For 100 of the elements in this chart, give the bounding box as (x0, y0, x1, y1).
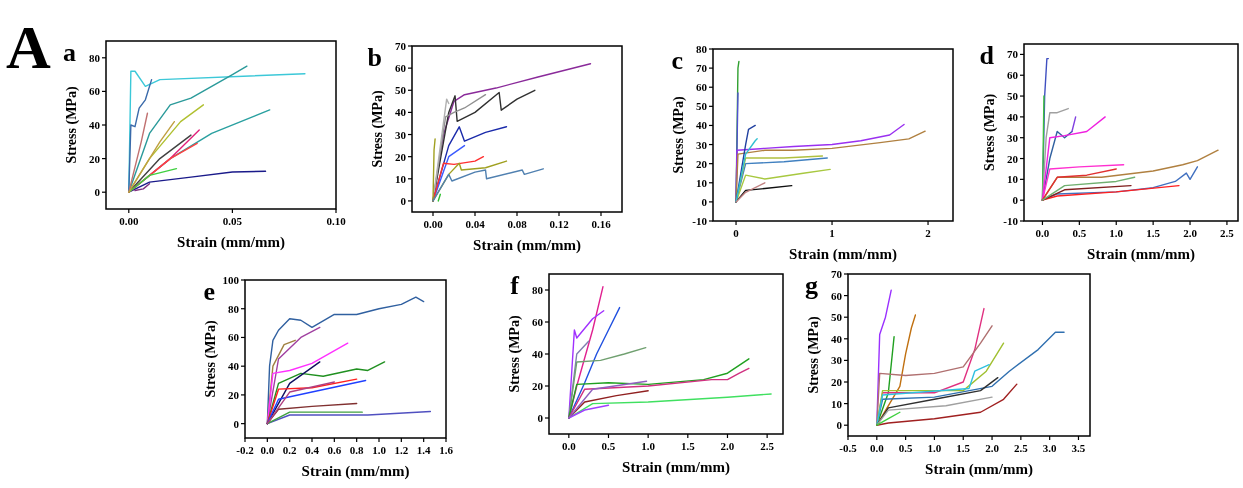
x-tick-label: 0.8 (349, 444, 365, 456)
y-tick-label: 70 (1007, 48, 1019, 61)
y-tick-label: 40 (228, 360, 240, 373)
y-tick-label: 40 (831, 332, 843, 345)
y-tick-label: 70 (395, 40, 407, 52)
y-tick-label: 40 (1007, 110, 1019, 123)
y-tick-label: -10 (1003, 215, 1019, 227)
x-tick-label: 1.5 (1146, 227, 1161, 239)
y-tick-label: 60 (696, 81, 708, 94)
y-tick-label: 20 (89, 152, 101, 165)
x-axis-title: Strain (mm/mm) (177, 234, 285, 251)
x-tick-label: 0.0 (869, 442, 885, 454)
y-tick-label: 60 (395, 62, 407, 75)
y-tick-label: 10 (696, 176, 708, 189)
y-tick-label: 80 (696, 43, 708, 55)
x-tick-label: 1.0 (927, 442, 942, 454)
x-tick-label: 0.6 (327, 444, 342, 456)
x-tick-label: 0.0 (1035, 227, 1050, 239)
y-tick-label: 0 (701, 195, 708, 208)
y-tick-label: 100 (222, 274, 240, 286)
y-tick-label: 0 (400, 194, 407, 207)
y-tick-label: 20 (831, 376, 843, 388)
y-tick-label: 60 (1007, 69, 1019, 82)
chart-title: g (805, 271, 818, 300)
y-tick-label: 80 (532, 284, 544, 296)
x-tick-label: 0.2 (282, 444, 298, 456)
y-axis-title: Stress (MPa) (507, 315, 523, 393)
text: A (6, 13, 51, 81)
x-tick-label: 1.5 (680, 440, 696, 452)
chart-title: d (979, 41, 995, 70)
y-tick-label: 50 (831, 311, 843, 324)
x-tick-label: 1.2 (394, 444, 409, 456)
x-tick-label: -0.2 (236, 444, 255, 456)
chart-title: a (63, 38, 76, 67)
x-tick-label: 2.5 (1013, 442, 1029, 454)
x-tick-label: -0.5 (839, 442, 858, 454)
y-tick-label: 30 (696, 138, 708, 151)
y-tick-label: 80 (228, 302, 240, 315)
y-tick-label: 60 (228, 331, 240, 344)
y-tick-label: 50 (395, 84, 407, 97)
x-tick-label: 0.00 (119, 215, 139, 227)
y-axis-title: Stress (MPa) (671, 96, 687, 174)
x-tick-label: 1.0 (641, 440, 656, 452)
y-tick-label: 80 (89, 51, 101, 64)
x-tick-label: 1.5 (956, 442, 971, 454)
x-tick-label: 2.0 (720, 440, 735, 452)
y-tick-label: 20 (1007, 152, 1019, 165)
x-tick-label: 0.08 (507, 218, 528, 230)
y-axis-title: Stress (MPa) (806, 316, 822, 394)
x-tick-label: 1.6 (439, 444, 454, 456)
y-tick-label: 10 (395, 172, 407, 185)
y-tick-label: 20 (395, 150, 407, 163)
x-tick-label: 0.5 (898, 442, 913, 454)
x-tick-label: 2.5 (760, 440, 775, 452)
y-axis-title: Stress (MPa) (370, 90, 386, 168)
x-tick-label: 2.0 (1183, 227, 1198, 239)
x-tick-label: 1.0 (1109, 227, 1124, 239)
x-tick-label: 3.5 (1071, 442, 1086, 454)
chart-title: e (203, 277, 215, 306)
x-axis-title: Strain (mm/mm) (1087, 246, 1195, 263)
x-axis-title: Strain (mm/mm) (789, 246, 897, 263)
chart-title: f (510, 271, 520, 300)
x-tick-label: 0.00 (423, 218, 444, 230)
x-tick-label: 0.0 (260, 444, 275, 456)
x-axis-title: Strain (mm/mm) (622, 459, 730, 476)
y-tick-label: 10 (831, 397, 843, 410)
chart-title: c (671, 46, 683, 75)
y-tick-label: 60 (831, 289, 843, 302)
y-tick-label: 30 (1007, 131, 1019, 144)
y-tick-label: 30 (831, 354, 843, 367)
x-tick-label: 0.0 (561, 440, 577, 452)
y-tick-label: 0 (537, 412, 544, 424)
y-tick-label: 60 (532, 316, 544, 328)
y-tick-label: 40 (395, 106, 407, 119)
y-tick-label: -10 (692, 215, 708, 227)
y-tick-label: 40 (89, 119, 101, 131)
y-axis-title: Stress (MPa) (64, 86, 80, 164)
x-tick-label: 0 (733, 227, 740, 239)
y-tick-label: 50 (1007, 90, 1019, 103)
y-axis-title: Stress (MPa) (982, 93, 998, 172)
x-tick-label: 0.5 (1072, 227, 1087, 239)
x-tick-label: 0.04 (465, 218, 486, 230)
x-tick-label: 0.4 (305, 444, 320, 456)
x-tick-label: 2.5 (1220, 227, 1235, 239)
x-tick-label: 3.0 (1042, 442, 1058, 454)
y-tick-label: 40 (696, 119, 708, 132)
x-tick-label: 0.10 (326, 215, 347, 227)
x-tick-label: 1 (829, 227, 835, 239)
x-tick-label: 2 (925, 227, 932, 239)
y-tick-label: 20 (228, 388, 240, 401)
y-axis-title: Stress (MPa) (203, 320, 219, 398)
y-tick-label: 0 (233, 417, 240, 430)
x-axis-title: Strain (mm/mm) (301, 463, 410, 480)
y-tick-label: 60 (89, 85, 101, 98)
y-tick-label: 20 (696, 157, 708, 170)
x-tick-label: 0.05 (222, 215, 243, 227)
y-tick-label: 0 (1012, 194, 1019, 207)
y-tick-label: 30 (395, 128, 407, 141)
x-axis-title: Strain (mm/mm) (473, 237, 581, 254)
y-tick-label: 0 (836, 419, 843, 432)
